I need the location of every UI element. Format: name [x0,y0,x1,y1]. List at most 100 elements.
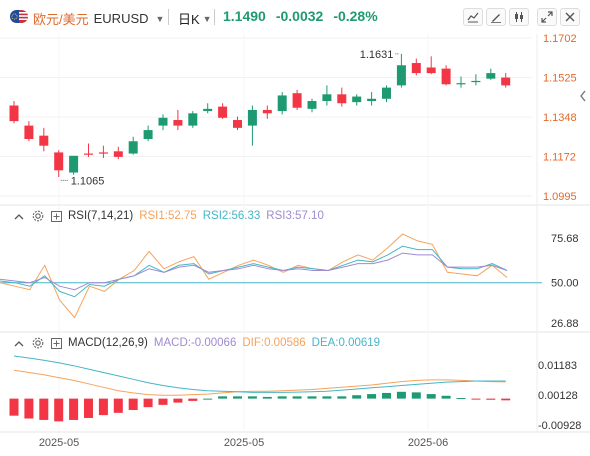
rsi-collapse-toggle[interactable] [13,210,25,222]
candle-body [84,153,93,155]
pair-name-cn: 欧元/美元 [33,12,89,27]
macd-bar [471,398,481,400]
period-selector[interactable]: 日K ▼ [178,9,212,28]
price-tick-label: 1.1348 [543,112,577,124]
macd-bar [188,398,198,401]
rsi3-value: RSI3:57.10 [266,210,324,222]
macd-value: MACD:-0.00066 [153,337,237,349]
candle-body [367,98,377,102]
macd-bar [233,396,242,399]
scroll-right-button[interactable] [577,89,589,103]
rsi-current-label: 50.00 [551,278,579,290]
rsi1-value: RSI1:52.75 [139,210,197,222]
last-price: 1.1490 [223,8,266,24]
rsi-legend: RSI(7,14,21) RSI1:52.75 RSI2:56.33 RSI3:… [32,210,324,222]
dif-line [13,369,506,396]
pair-code: EURUSD [93,11,149,26]
rsi2-value: RSI2:56.33 [202,210,261,222]
date-tick-label: 2025-05 [39,437,79,449]
macd-bar [456,398,466,400]
candle-body [218,106,228,118]
rsi-series-line [0,233,508,319]
chevron-left-icon [580,90,586,102]
price-tick-label: 1.0995 [543,191,577,203]
macd-legend: MACD(12,26,9) MACD:-0.00066 DIF:0.00586 … [32,337,380,349]
dif-value: DIF:0.00586 [242,337,306,349]
price-change-pct: -0.28% [333,8,378,24]
macd-bar [39,398,49,420]
date-tick-label: 2025-06 [408,437,448,449]
candle-body [39,135,49,146]
macd-bar [173,398,183,403]
settings-icon[interactable] [32,210,44,222]
macd-bar [84,398,93,418]
macd-bar [218,396,228,399]
candle-body [486,73,496,79]
add-indicator-icon[interactable] [50,337,62,349]
candle-body [173,120,183,126]
candle-type-button[interactable] [509,8,529,26]
rsi-title: RSI(7,14,21) [68,210,134,222]
macd-bar [322,396,332,399]
candle-body [128,141,138,154]
macd-bar [143,398,153,408]
macd-bar [486,398,496,400]
macd-bar [307,396,317,399]
candle-body [337,94,347,104]
candle-body [69,155,79,173]
macd-tick-label: 0.01183 [538,360,577,372]
eu-us-flag-icon [10,10,28,23]
candle-type-icon [515,12,523,22]
candle-body [24,125,34,140]
add-indicator-icon[interactable] [50,210,62,222]
candle-body [411,63,421,74]
candle-body [98,152,108,154]
indicator-button[interactable] [463,8,483,26]
candle-body [143,130,153,140]
candle-body [352,96,362,103]
period-label: 日K [178,12,200,27]
rsi-tick-label: 75.68 [551,233,579,245]
candle-body [471,80,481,83]
macd-bar [501,398,511,401]
caret-down-icon: ▼ [202,13,212,24]
candle-body [426,67,436,74]
macd-bar [98,398,108,416]
symbol-selector[interactable]: 欧元/美元 EURUSD ▼ [33,9,164,28]
chevron-up-icon [14,341,24,347]
quote-summary: 1.1490 -0.0032 -0.28% [223,8,378,24]
macd-bar [396,391,406,399]
candle-body [456,83,466,85]
chevron-up-icon [14,214,24,220]
fullscreen-button[interactable] [537,8,557,26]
macd-tick-label: 0.00128 [538,390,578,402]
macd-title: MACD(12,26,9) [68,337,148,349]
macd-collapse-toggle[interactable] [13,337,25,349]
macd-bar [262,396,272,399]
macd-bar [426,394,436,399]
close-button[interactable] [560,8,580,26]
macd-bar [69,398,79,420]
draw-button[interactable] [486,8,506,26]
candle-body [158,117,168,126]
candle-body [382,87,391,99]
caret-down-icon: ▼ [155,13,165,24]
date-tick-label: 2025-05 [224,437,264,449]
dea-value: DEA:0.00619 [311,337,381,349]
price-tick-label: 1.1702 [543,33,577,45]
candle-body [203,108,213,112]
macd-bar [441,395,451,399]
candle-body [113,151,123,157]
macd-tick-label: -0.00928 [538,420,581,432]
settings-icon[interactable] [32,337,44,349]
macd-bar [247,396,257,399]
fullscreen-icon [541,11,553,23]
price-tick-label: 1.1172 [543,151,576,163]
candle-body [54,152,64,171]
rsi-series-line [0,252,508,291]
draw-icon [491,14,501,23]
low-annotation: 1.1065 [71,175,105,187]
macd-bar [128,398,138,410]
candle-body [233,120,242,128]
